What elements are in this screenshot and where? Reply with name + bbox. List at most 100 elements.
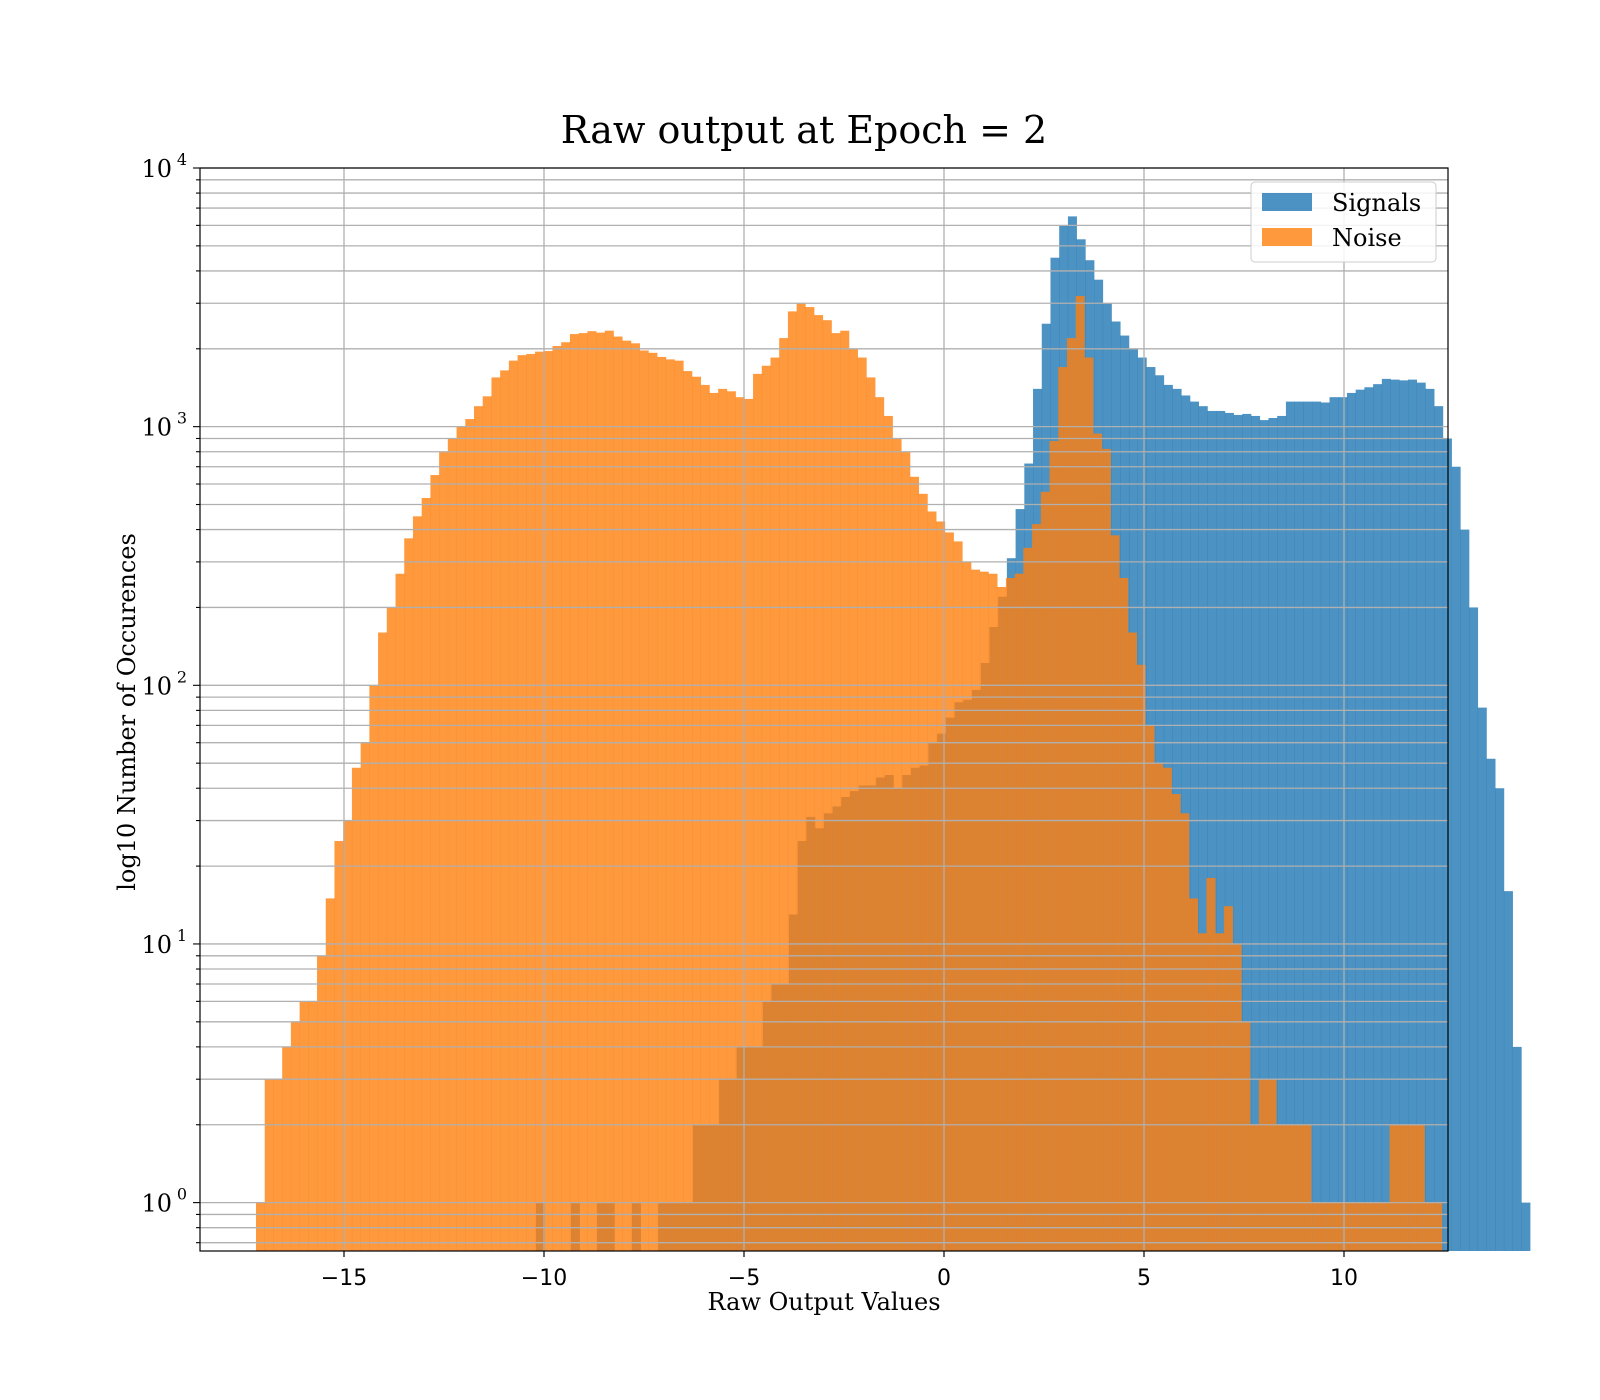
noise-bar [639,350,649,1251]
noise-bar [1389,1124,1399,1251]
x-tick-label: −5 [728,1266,760,1291]
noise-bar [892,438,902,1251]
noise-bar [1032,524,1042,1251]
signals-bar [1224,412,1234,1251]
signals-bar [1346,392,1356,1251]
noise-bar [709,392,719,1251]
signals-bar [1486,758,1496,1251]
signals-bar [1416,382,1426,1251]
noise-bar [1136,664,1146,1251]
noise-bar [901,451,911,1252]
noise-bar [744,398,754,1251]
noise-bar [866,377,876,1251]
noise-bar [596,332,606,1252]
noise-bar [290,1021,300,1251]
x-tick-label: 0 [937,1266,951,1291]
noise-bar [1433,1202,1443,1251]
y-tick-label: 10 [141,155,172,183]
noise-bar [1284,1124,1294,1251]
noise-bar [404,538,414,1251]
noise-bar [1319,1202,1329,1251]
noise-bar [273,1079,283,1251]
noise-bar [360,742,370,1251]
signals-bar [1207,410,1217,1251]
noise-bar [1110,535,1120,1251]
noise-bar [482,396,492,1251]
signals-bar [1294,401,1304,1252]
signals-bar [1434,406,1444,1251]
noise-bar [1119,577,1129,1251]
noise-bar [875,397,885,1251]
signals-bar [1277,415,1287,1251]
noise-bar [1424,1202,1434,1251]
noise-bar [256,1202,266,1251]
signals-bar [1442,438,1452,1251]
noise-bar [500,370,510,1251]
noise-bar [822,320,832,1251]
signals-bar [1329,397,1339,1251]
legend-noise-swatch [1262,228,1312,246]
noise-bar [657,356,667,1251]
noise-bar [1363,1202,1373,1251]
signals-bar [1285,401,1295,1252]
noise-bar [421,497,431,1252]
noise-bar [735,397,745,1251]
noise-bar [1415,1124,1425,1251]
noise-bar [386,607,396,1251]
signals-bar [1312,401,1322,1252]
signals-bar [1259,420,1269,1251]
noise-bar [587,331,597,1251]
y-tick-label: 10 [141,1190,172,1218]
noise-bar [395,573,405,1251]
noise-bar [1250,1124,1260,1251]
noise-bar [910,476,920,1251]
noise-bar [814,315,824,1252]
noise-bar [1407,1124,1417,1251]
noise-bar [430,475,440,1251]
noise-bar [578,333,588,1252]
signals-bar [1408,379,1418,1251]
signals-bar [1303,401,1313,1252]
noise-bar [648,352,658,1251]
y-tick-exponent: 1 [177,926,187,945]
plot-frame [199,167,1449,1252]
noise-bar [447,438,457,1251]
noise-bar [508,360,518,1251]
noise-bar [474,406,484,1251]
signals-bar [1460,529,1470,1251]
x-tick-label: −10 [521,1266,567,1291]
noise-bar [622,340,632,1251]
noise-bar [1302,1124,1312,1251]
signals-bar [1338,397,1348,1251]
signals-bar [1477,707,1487,1251]
noise-bar [1311,1202,1321,1251]
noise-bar [1380,1202,1390,1251]
y-axis-label: log10 Number of Occurences [113,533,141,891]
y-tick-exponent: 3 [177,409,187,428]
noise-bar [1258,1079,1268,1251]
noise-bar [770,357,780,1251]
x-tick-label: 5 [1137,1266,1151,1291]
signals-bar [1364,387,1374,1251]
signals-bar [1381,378,1391,1251]
signals-bar [1251,415,1261,1251]
noise-bar [456,426,466,1251]
signals-bar [1451,466,1461,1252]
y-tick-exponent: 4 [177,150,187,169]
noise-bar [325,898,335,1251]
signals-bar [1503,891,1513,1251]
noise-bar [927,511,937,1252]
x-axis-label: Raw Output Values [707,1288,940,1316]
grid-layer [200,167,1448,1251]
noise-bar [1014,573,1024,1251]
x-tick-label: −15 [321,1266,367,1291]
noise-bar [1328,1202,1338,1251]
noise-bar [1101,448,1111,1251]
noise-bar [1197,933,1207,1251]
noise-bar [1145,725,1155,1251]
noise-bar [517,355,527,1251]
noise-bar [282,1046,292,1251]
noise-bar [1232,943,1242,1251]
noise-bar [630,343,640,1251]
